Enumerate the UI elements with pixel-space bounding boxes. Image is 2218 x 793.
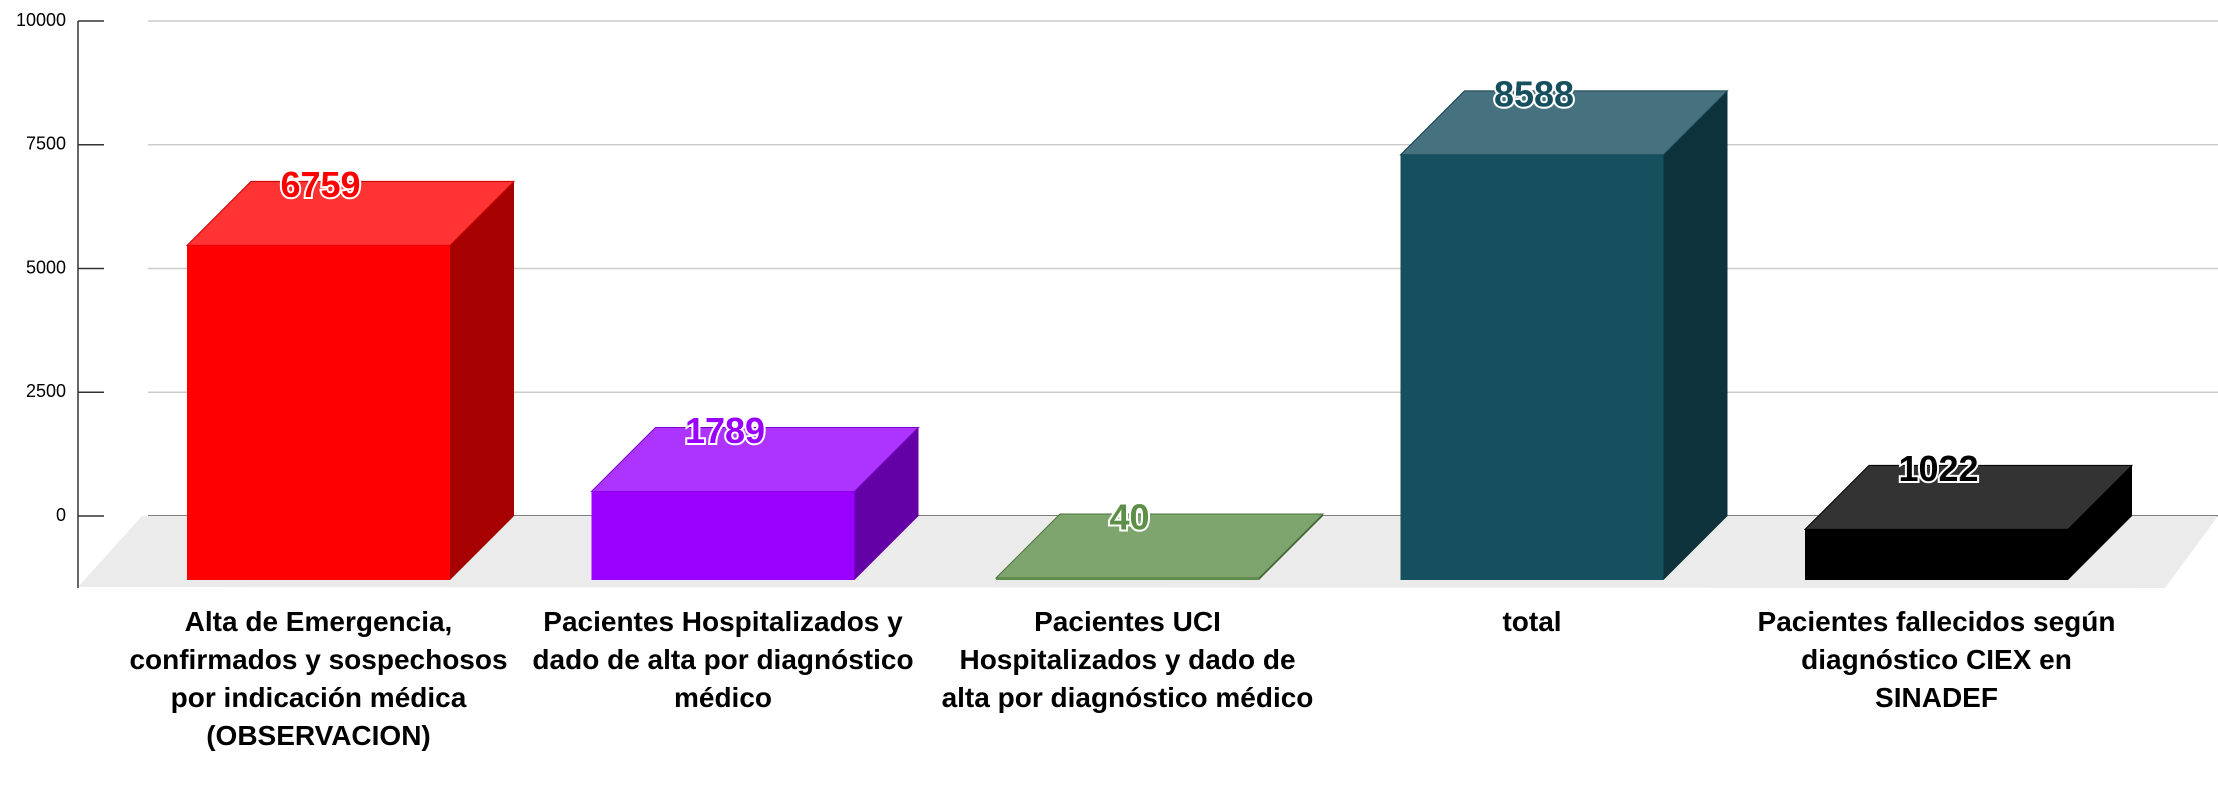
y-tick-label: 10000 bbox=[16, 10, 66, 30]
bar bbox=[185, 180, 516, 580]
bar-side bbox=[1663, 90, 1728, 581]
bar bbox=[590, 426, 920, 580]
bar-front bbox=[1805, 529, 2068, 580]
value-label: 40 bbox=[1109, 497, 1149, 538]
x-tick-label: Pacientes fallecidos según diagnóstico C… bbox=[1757, 606, 2116, 713]
x-tick-label: total bbox=[1502, 606, 1562, 637]
value-label: 8588 bbox=[1494, 73, 1574, 114]
bar-front bbox=[996, 578, 1259, 581]
x-tick-label: Alta de Emergencia, confirmados y sospec… bbox=[129, 606, 508, 751]
bar bbox=[1803, 464, 2134, 580]
y-tick-label: 5000 bbox=[26, 257, 66, 277]
y-tick-label: 2500 bbox=[26, 381, 66, 401]
bar-side bbox=[2068, 465, 2132, 580]
bar-side bbox=[854, 427, 919, 580]
value-label: 1789 bbox=[685, 410, 765, 451]
bar-side bbox=[450, 181, 514, 580]
bar bbox=[1399, 90, 1729, 581]
x-tick-label: Pacientes Hospitalizados y dado de alta … bbox=[532, 606, 914, 713]
bar bbox=[994, 513, 1325, 581]
y-tick-label: 0 bbox=[56, 505, 66, 525]
x-tick-label: Pacientes UCI Hospitalizados y dado de a… bbox=[941, 606, 1314, 713]
bar-front bbox=[591, 491, 855, 580]
value-label: 1022 bbox=[1898, 448, 1978, 489]
value-label: 6759 bbox=[280, 164, 360, 205]
y-tick-label: 7500 bbox=[26, 134, 66, 154]
bar-front bbox=[187, 245, 450, 580]
bar-front bbox=[1400, 154, 1664, 581]
